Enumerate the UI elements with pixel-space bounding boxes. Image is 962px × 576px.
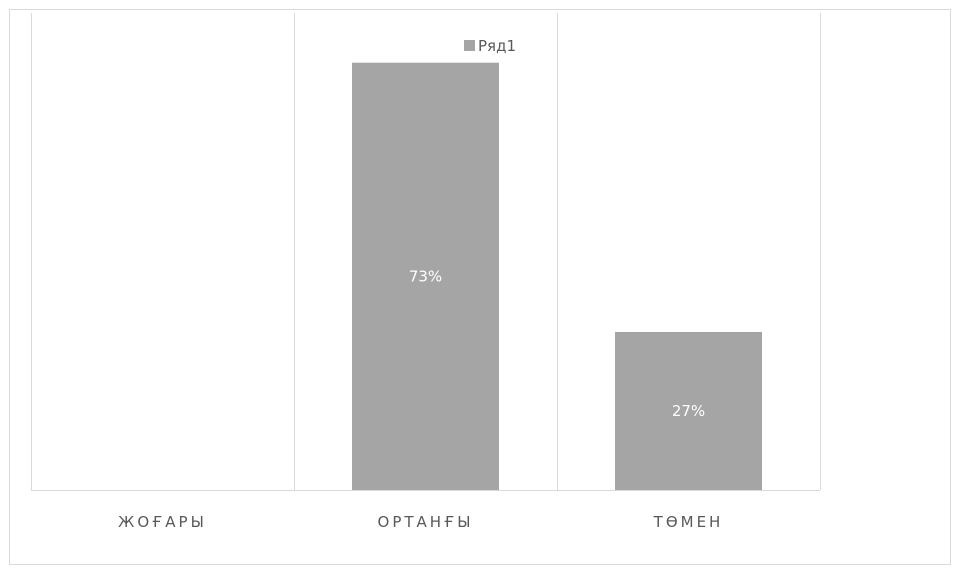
category-label-2: ОРТАНҒЫ [378,513,474,531]
category-label-1: ЖОҒАРЫ [118,513,207,531]
data-label-3: 27% [672,402,705,420]
data-label-1: 0% [155,481,171,492]
bar-3 [615,331,762,490]
legend-label: Ряд1 [478,37,516,55]
legend-swatch [464,40,475,51]
bar-2 [352,62,499,490]
data-label-2: 73% [409,267,442,285]
category-label-3: ТӨМЕН [653,513,724,531]
